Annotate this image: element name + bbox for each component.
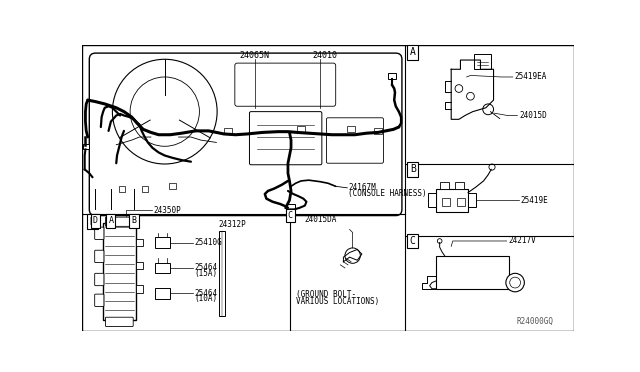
FancyBboxPatch shape — [235, 63, 336, 106]
Text: (15A): (15A) — [195, 269, 218, 278]
Text: C: C — [410, 236, 415, 246]
Text: D: D — [93, 217, 98, 225]
Bar — [155, 263, 170, 273]
Bar — [474, 54, 492, 69]
Text: 25419E: 25419E — [520, 196, 548, 205]
Bar — [436, 256, 509, 289]
Bar — [440, 183, 449, 189]
FancyBboxPatch shape — [90, 53, 402, 216]
Text: 25419EA: 25419EA — [515, 73, 547, 81]
Text: (GROUND BOLT-: (GROUND BOLT- — [296, 290, 356, 299]
Bar — [103, 223, 136, 320]
Text: A: A — [108, 217, 113, 225]
Circle shape — [130, 77, 200, 146]
Bar — [83, 144, 90, 150]
Bar — [136, 239, 143, 246]
Text: 24217V: 24217V — [508, 237, 536, 246]
FancyBboxPatch shape — [106, 317, 133, 327]
Bar — [141, 186, 148, 192]
FancyBboxPatch shape — [250, 112, 322, 165]
Bar — [170, 183, 175, 189]
Bar — [285, 204, 295, 212]
Text: 25464: 25464 — [195, 263, 218, 272]
Text: B: B — [131, 217, 136, 225]
Circle shape — [455, 85, 463, 92]
Text: 25410G: 25410G — [195, 238, 223, 247]
Bar — [224, 128, 232, 134]
Circle shape — [242, 71, 273, 102]
Bar — [136, 262, 143, 269]
Circle shape — [113, 59, 217, 164]
Text: 24312P: 24312P — [219, 220, 246, 229]
Bar — [219, 231, 225, 316]
Circle shape — [483, 104, 493, 115]
FancyBboxPatch shape — [95, 227, 104, 240]
FancyBboxPatch shape — [95, 294, 104, 307]
Bar — [436, 189, 468, 212]
FancyBboxPatch shape — [95, 250, 104, 263]
Text: 24167M: 24167M — [348, 183, 376, 192]
Bar — [155, 237, 170, 248]
Circle shape — [437, 239, 442, 243]
Text: 24015DA: 24015DA — [304, 215, 337, 224]
Circle shape — [270, 71, 301, 102]
Text: 25464: 25464 — [195, 289, 218, 298]
Bar — [297, 126, 305, 132]
Bar — [458, 198, 465, 206]
Bar — [455, 183, 464, 189]
Bar — [374, 128, 382, 134]
Bar — [118, 186, 125, 192]
Text: 24065N: 24065N — [239, 51, 269, 60]
Text: VARIOUS LOCATIONS): VARIOUS LOCATIONS) — [296, 297, 379, 306]
Bar — [155, 288, 170, 299]
Circle shape — [467, 92, 474, 100]
Circle shape — [345, 248, 360, 263]
Text: (CONSOLE HARNESS): (CONSOLE HARNESS) — [348, 189, 427, 198]
Bar — [468, 193, 476, 207]
Bar — [428, 193, 436, 207]
FancyBboxPatch shape — [106, 217, 133, 226]
Text: C: C — [288, 211, 292, 220]
Text: 24010: 24010 — [312, 51, 338, 60]
Bar — [136, 285, 143, 293]
Text: (10A): (10A) — [195, 294, 218, 303]
Circle shape — [489, 164, 495, 170]
Text: 24015D: 24015D — [519, 111, 547, 120]
Circle shape — [299, 71, 330, 102]
FancyBboxPatch shape — [326, 118, 383, 163]
Circle shape — [148, 95, 182, 129]
Text: 24350P: 24350P — [153, 206, 181, 215]
Text: A: A — [410, 47, 415, 57]
FancyBboxPatch shape — [95, 273, 104, 286]
Circle shape — [506, 273, 524, 292]
Bar — [388, 73, 396, 78]
Text: D: D — [90, 217, 95, 227]
Bar — [348, 126, 355, 132]
Text: B: B — [410, 164, 415, 174]
Text: R24000GQ: R24000GQ — [516, 317, 554, 326]
Bar — [442, 198, 450, 206]
Circle shape — [509, 277, 520, 288]
